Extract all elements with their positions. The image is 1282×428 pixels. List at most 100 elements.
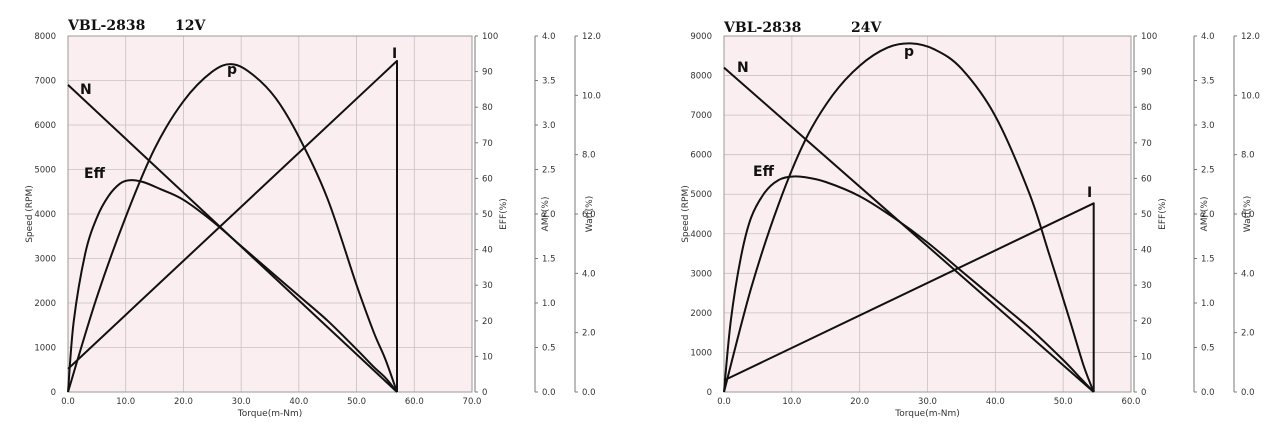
chart1-x-axis-label: Torque(m-Nm) (237, 409, 303, 419)
chart2-eff-axis-label: EFF(%) (1158, 198, 1168, 230)
chart2-amp-tick-label: 4.0 (1201, 32, 1215, 42)
chart1-y-tick-label: 0 (51, 388, 56, 398)
chart1-x-tick-label: 50.0 (347, 397, 366, 407)
chart1-y-tick-label: 3000 (34, 255, 56, 265)
chart1-y-tick-label: 6000 (34, 121, 56, 131)
chart2-y-tick-label: 8000 (690, 72, 712, 82)
chart1-eff-axis-label: EFF(%) (499, 198, 509, 230)
chart1-y-tick-label: 4000 (34, 210, 56, 220)
chart1-y-tick-label: 2000 (34, 299, 56, 309)
chart2-eff-tick-label: 20 (1141, 317, 1152, 327)
chart1-eff-tick-label: 0 (482, 388, 487, 398)
chart2-x-tick-label: 50.0 (1054, 397, 1073, 407)
chart2-y-tick-label: 1000 (690, 348, 712, 358)
chart2-eff-tick-label: 50 (1141, 210, 1152, 220)
chart2-watt-tick-label: 12.0 (1241, 32, 1260, 42)
chart2-x-tick-label: 20.0 (850, 397, 869, 407)
chart1-y-tick-label: 1000 (34, 344, 56, 354)
chart2-y-tick-label: 4000 (690, 230, 712, 240)
chart2-watt-axis-label: Watt(%) (1243, 196, 1253, 232)
chart1-eff-tick-label: 30 (482, 281, 493, 291)
chart2-y-tick-label: 3000 (690, 269, 712, 279)
chart2-amp-tick-label: 3.5 (1201, 77, 1215, 87)
chart2-y-tick-label: 0 (707, 388, 712, 398)
chart1-watt-tick-label: 4.0 (582, 269, 596, 279)
chart1-x-tick-label: 0.0 (61, 397, 75, 407)
chart1-eff-tick-label: 40 (482, 246, 493, 256)
chart2-watt-tick-label: 10.0 (1241, 91, 1260, 101)
chart1-amp-tick-label: 3.0 (542, 121, 556, 131)
chart2-y-tick-label: 7000 (690, 111, 712, 121)
chart1-x-tick-label: 60.0 (405, 397, 424, 407)
chart2-watt-tick-label: 2.0 (1241, 329, 1255, 339)
chart2-amp-tick-label: 1.0 (1201, 299, 1215, 309)
chart1-x-tick-label: 40.0 (289, 397, 308, 407)
chart2-y-tick-label: 5000 (690, 190, 712, 200)
chart1-watt-tick-label: 2.0 (582, 329, 596, 339)
chart2-amp-axis-label: AMP(%) (1200, 197, 1210, 232)
chart1-eff-tick-label: 60 (482, 174, 493, 184)
chart1-amp-axis-label: AMP(%) (541, 197, 551, 232)
chart1-eff-tick-label: 50 (482, 210, 493, 220)
chart2-watt-tick-label: 8.0 (1241, 151, 1255, 161)
chart2-eff-tick-label: 10 (1141, 352, 1152, 362)
chart1-watt-tick-label: 12.0 (582, 32, 601, 42)
chart1-eff-tick-label: 80 (482, 103, 493, 113)
chart1-eff-tick-label: 70 (482, 139, 493, 149)
chart2-y-tick-label: 9000 (690, 32, 712, 42)
chart2-watt-tick-label: 6.0 (1241, 210, 1255, 220)
chart2-eff-tick-label: 90 (1141, 68, 1152, 78)
chart2-amp-tick-label: 1.5 (1201, 255, 1215, 265)
chart2-eff-tick-label: 60 (1141, 174, 1152, 184)
chart1-series-p-line (67, 63, 398, 393)
chart2-y-axis-label: Speed (RPM) (681, 185, 691, 243)
chart1-series-p-label: p (227, 62, 237, 78)
chart1-amp-tick-label: 1.5 (542, 255, 556, 265)
chart1-amp-tick-label: 0.0 (542, 388, 556, 398)
chart2-series-eff-label: Eff (753, 164, 775, 180)
chart2-series-p-line (723, 42, 1095, 393)
chart1-watt-axis-label: Watt(%) (585, 196, 595, 232)
chart1-eff-tick-label: 100 (482, 32, 498, 42)
chart2-title-voltage: 24V (851, 20, 882, 36)
chart2-eff-tick-label: 80 (1141, 103, 1152, 113)
chart1-watt-tick-label: 10.0 (582, 91, 601, 101)
chart2-amp-tick-label: 2.0 (1201, 210, 1215, 220)
chart2-amp-tick-label: 0.0 (1201, 388, 1215, 398)
chart2-eff-tick-label: 40 (1141, 246, 1152, 256)
chart2-amp-tick-label: 3.0 (1201, 121, 1215, 131)
chart1-amp-tick-label: 1.0 (542, 299, 556, 309)
chart1-amp-tick-label: 3.5 (542, 77, 556, 87)
chart1-x-tick-label: 10.0 (116, 397, 135, 407)
chart1-title-model: VBL-2838 (67, 18, 145, 34)
chart1-eff-tick-label: 10 (482, 352, 493, 362)
chart2-amp-tick-label: 0.5 (1201, 344, 1215, 354)
chart2-title-model: VBL-2838 (723, 20, 801, 36)
chart1-title-voltage: 12V (175, 18, 206, 34)
chart2-watt-tick-label: 0.0 (1241, 388, 1255, 398)
chart2-amp-tick-label: 2.5 (1201, 166, 1215, 176)
chart1-eff-tick-label: 20 (482, 317, 493, 327)
chart1-y-tick-label: 8000 (34, 32, 56, 42)
chart1-series-n-label: N (80, 82, 92, 98)
chart1-watt-tick-label: 0.0 (582, 388, 596, 398)
chart1-watt-tick-label: 8.0 (582, 151, 596, 161)
chart1-eff-tick-label: 90 (482, 68, 493, 78)
chart2-x-tick-label: 30.0 (918, 397, 937, 407)
chart2-series-p-label: p (904, 44, 914, 60)
chart1-x-tick-label: 20.0 (174, 397, 193, 407)
chart2-series-n-label: N (737, 60, 749, 76)
chart1-amp-tick-label: 2.5 (542, 166, 556, 176)
chart1-series-i-label: I (392, 46, 397, 62)
chart1-series-eff-line (67, 179, 398, 393)
chart1-y-tick-label: 5000 (34, 166, 56, 176)
chart1-amp-tick-label: 4.0 (542, 32, 556, 42)
chart2-eff-tick-label: 100 (1141, 32, 1157, 42)
chart2-series-eff-line (723, 175, 1095, 393)
chart1-y-axis-label: Speed (RPM) (25, 185, 35, 243)
chart2-series-i-line (723, 202, 1095, 392)
chart2-x-tick-label: 10.0 (782, 397, 801, 407)
chart2-x-tick-label: 40.0 (986, 397, 1005, 407)
chart1-amp-tick-label: 0.5 (542, 344, 556, 354)
